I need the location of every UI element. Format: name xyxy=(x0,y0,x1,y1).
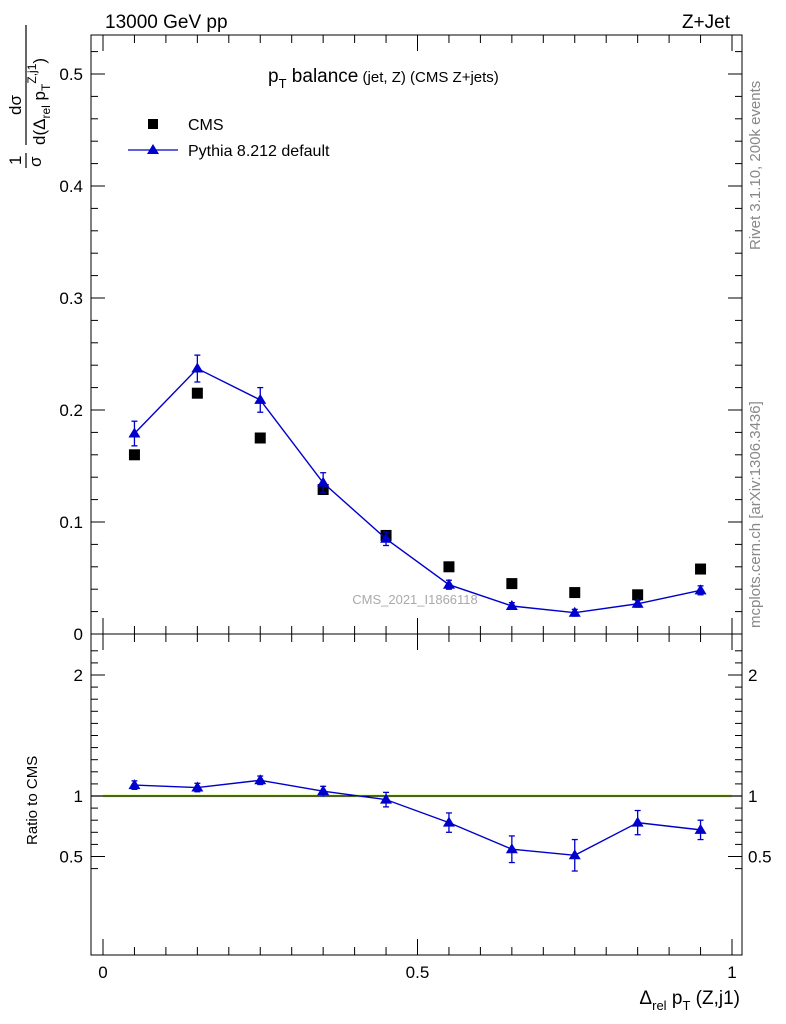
x-axis-label: Δrel pT (Z,j1) xyxy=(639,988,740,1013)
x-tick-label: 0.5 xyxy=(406,963,430,982)
pythia-data-point xyxy=(317,476,330,487)
x-label-rel: rel xyxy=(652,998,667,1013)
ratio-data-point xyxy=(568,849,581,860)
y-label-dsigma: dσ xyxy=(6,95,25,115)
pythia-data-point xyxy=(191,362,204,373)
y-label-T: T xyxy=(39,83,53,91)
ratio-y-tick-label-right: 0.5 xyxy=(748,848,772,867)
pythia-data-point xyxy=(631,597,644,608)
y-label-denominator: d(Δrel pTZ,j1) xyxy=(25,58,53,145)
title-small: (jet, Z) (CMS Z+jets) xyxy=(358,69,498,86)
main-y-tick-label: 0.3 xyxy=(59,289,83,308)
main-y-axis-ticks: 0 0.1 0.2 0.3 0.4 0.5 xyxy=(59,51,742,644)
ratio-data-point xyxy=(317,785,330,796)
y-label-rel: rel xyxy=(39,105,53,118)
ratio-data-point xyxy=(631,816,644,827)
ratio-y-axis-ticks: 0.5 0.5 1 1 2 2 xyxy=(59,650,772,870)
x-axis-ticks: 0 0.5 1 xyxy=(98,35,737,982)
pythia-data-point xyxy=(128,427,141,438)
cms-data-point xyxy=(569,587,581,599)
ratio-uncertainty-band xyxy=(91,794,742,798)
pythia-series-line xyxy=(133,367,701,614)
ratio-data-point xyxy=(254,774,267,785)
x-tick-label: 1 xyxy=(727,963,736,982)
ratio-y-tick-label: 2 xyxy=(74,666,83,685)
x-label-T: T xyxy=(682,998,690,1013)
ratio-y-tick-label: 0.5 xyxy=(59,848,83,867)
pythia-data-point xyxy=(380,532,393,543)
main-y-tick-label: 0.2 xyxy=(59,401,83,420)
ratio-plot-marks xyxy=(128,774,707,872)
ratio-data-point xyxy=(380,793,393,804)
title-balance: balance xyxy=(287,66,359,87)
ratio-y-tick-label-right: 2 xyxy=(748,666,757,685)
main-y-tick-label: 0.1 xyxy=(59,513,83,532)
mcplots-label: mcplots.cern.ch [arXiv:1306.3436] xyxy=(747,401,764,628)
x-label-p: p xyxy=(667,988,683,1009)
pythia-data-point xyxy=(505,600,518,610)
main-y-tick-label: 0.4 xyxy=(59,177,83,196)
main-plot-marks xyxy=(128,354,707,617)
cms-data-point xyxy=(191,387,203,399)
legend-cms-label: CMS xyxy=(188,117,224,134)
main-y-tick-label: 0.5 xyxy=(59,65,83,84)
cms-data-point xyxy=(506,578,518,590)
ratio-data-point xyxy=(442,816,455,827)
x-label-rest: (Z,j1) xyxy=(690,988,740,1009)
ratio-data-point xyxy=(128,779,141,790)
cms-data-point xyxy=(632,589,644,601)
main-y-axis-label: 1 σ dσ d(Δrel pTZ,j1) xyxy=(6,25,53,168)
y-label-one: 1 xyxy=(6,156,25,165)
title-p-sub: T xyxy=(279,76,287,91)
plot-title: pT balance (jet, Z) (CMS Z+jets) xyxy=(268,66,499,91)
ratio-series-line xyxy=(134,779,701,857)
title-p: p xyxy=(268,66,279,87)
legend-pythia-label: Pythia 8.212 default xyxy=(188,143,330,160)
y-label-sigma: σ xyxy=(26,156,45,167)
ratio-data-point xyxy=(191,781,204,792)
legend-pythia-marker xyxy=(147,144,159,154)
pythia-data-point xyxy=(694,584,707,595)
y-label-d-delta: d(Δ xyxy=(30,119,49,145)
cms-data-point xyxy=(443,561,455,573)
pythia-data-point xyxy=(442,578,455,589)
x-tick-label: 0 xyxy=(98,963,107,982)
cms-data-point xyxy=(128,449,140,461)
rivet-version-label: Rivet 3.1.10, 200k events xyxy=(747,81,764,250)
y-label-p: p xyxy=(30,91,49,105)
pythia-data-point xyxy=(254,393,267,404)
ratio-plot-frame xyxy=(90,633,743,956)
cms-data-point xyxy=(695,563,707,575)
analysis-watermark: CMS_2021_I1866118 xyxy=(352,592,478,607)
cms-data-point xyxy=(254,432,266,444)
y-label-sup: Z,j1 xyxy=(25,63,39,83)
ratio-y-tick-label: 1 xyxy=(74,787,83,806)
ratio-data-point xyxy=(505,843,518,854)
process-label: Z+Jet xyxy=(682,12,731,33)
y-label-close: ) xyxy=(30,58,49,64)
x-label-delta: Δ xyxy=(639,988,652,1009)
legend-cms-marker xyxy=(148,119,158,129)
ratio-y-tick-label-right: 1 xyxy=(748,787,757,806)
pythia-data-point xyxy=(568,606,581,617)
main-y-tick-label: 0 xyxy=(74,625,83,644)
ratio-y-axis-label: Ratio to CMS xyxy=(24,756,41,845)
ratio-data-point xyxy=(694,823,707,834)
energy-label: 13000 GeV pp xyxy=(105,12,228,33)
legend: CMS Pythia 8.212 default xyxy=(128,117,330,160)
